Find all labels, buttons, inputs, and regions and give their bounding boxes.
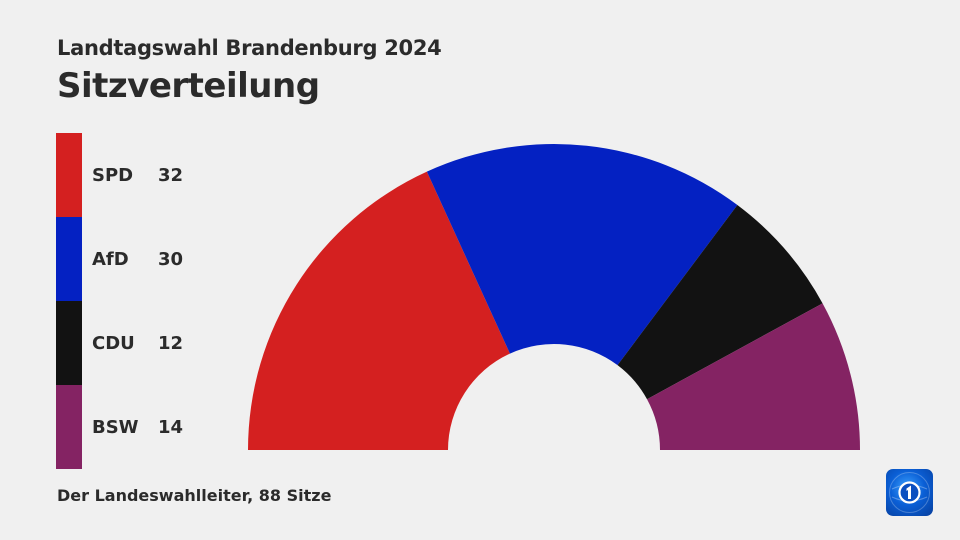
legend-item-cdu: CDU 12 xyxy=(56,301,216,385)
segment-cdu xyxy=(617,205,823,400)
legend-party-label: CDU xyxy=(92,333,135,354)
legend-item-spd: SPD 32 xyxy=(56,133,216,217)
legend-seat-count: 12 xyxy=(158,333,184,354)
legend-item-bsw: BSW 14 xyxy=(56,385,216,469)
legend-item-afd: AfD 30 xyxy=(56,217,216,301)
segment-spd xyxy=(248,171,510,451)
segment-afd xyxy=(426,144,738,366)
legend-swatch-bsw xyxy=(56,385,82,469)
legend-swatch-afd xyxy=(56,217,82,301)
legend-seat-count: 14 xyxy=(158,417,184,438)
segment-bsw xyxy=(647,303,861,450)
legend-party-label: AfD xyxy=(92,249,129,270)
chart-subtitle: Landtagswahl Brandenburg 2024 xyxy=(57,36,442,60)
legend-seat-count: 32 xyxy=(158,165,184,186)
legend-seat-count: 30 xyxy=(158,249,184,270)
legend-swatch-cdu xyxy=(56,301,82,385)
legend-party-label: SPD xyxy=(92,165,134,186)
legend: SPD 32 AfD 30 CDU 12 BSW 14 xyxy=(56,133,216,469)
chart-title: Sitzverteilung xyxy=(57,66,320,106)
legend-party-label: BSW xyxy=(92,417,139,438)
source-note: Der Landeswahlleiter, 88 Sitze xyxy=(57,486,332,505)
tagesschau-logo-icon xyxy=(886,469,933,516)
legend-swatch-spd xyxy=(56,133,82,217)
